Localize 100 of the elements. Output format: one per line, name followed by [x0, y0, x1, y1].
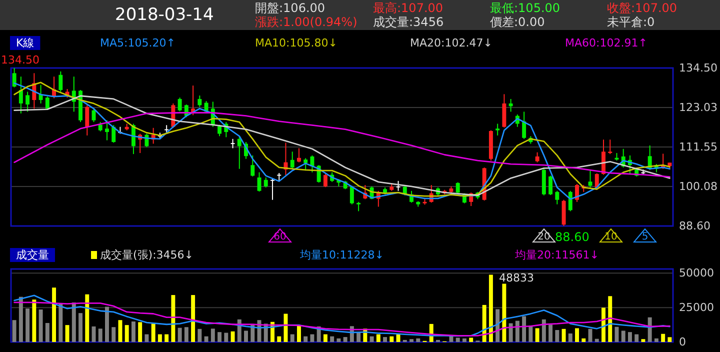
candlestick: [98, 122, 102, 132]
line-series: [14, 302, 670, 336]
bar: [230, 331, 235, 342]
bar: [515, 320, 520, 342]
candlestick: [575, 184, 579, 202]
text: 最高:107.00: [373, 1, 444, 15]
bar: [508, 323, 513, 342]
text: 未平倉:0: [607, 15, 655, 29]
bar: [224, 332, 228, 342]
bar: [456, 338, 460, 342]
bar: [628, 332, 632, 342]
bar: [648, 317, 652, 342]
candlestick: [350, 185, 354, 205]
bar: [396, 334, 400, 342]
bar: [284, 314, 288, 342]
bar: [18, 296, 23, 342]
bar: [469, 338, 474, 342]
bar: [376, 334, 380, 342]
bar: [124, 325, 129, 342]
candlestick: [502, 94, 506, 128]
bar: [52, 288, 56, 342]
bar: [330, 336, 334, 342]
bar: [488, 274, 493, 342]
bar: [191, 295, 196, 342]
bar: [482, 304, 486, 342]
bar: [370, 336, 374, 342]
bar: [602, 308, 606, 342]
candlestick: [264, 176, 268, 188]
bar: [26, 308, 30, 342]
candlestick: [237, 136, 242, 170]
bar: [72, 302, 76, 342]
bar: [535, 328, 540, 342]
text: 10: [604, 232, 618, 242]
candlestick: [304, 158, 308, 172]
bar: [158, 334, 162, 342]
bar: [343, 337, 348, 342]
candlestick: [508, 98, 513, 112]
candlestick: [290, 151, 294, 170]
legend-label: 成交量(張):3456↓: [100, 248, 194, 262]
bar: [614, 326, 619, 342]
bar: [45, 322, 50, 342]
candlestick: [85, 104, 90, 136]
candlestick: [296, 148, 301, 163]
text: 漲跌:1.00(0.94%): [255, 15, 358, 29]
candlestick: [496, 123, 500, 136]
y-tick-label: 134.50: [679, 62, 718, 74]
text: MA20:102.47↓: [410, 36, 492, 50]
candlestick: [323, 174, 328, 188]
bar: [38, 309, 43, 342]
bar: [310, 334, 314, 342]
text: 價差:0.00: [490, 15, 545, 29]
candlestick: [555, 190, 560, 205]
text: 134.50: [1, 54, 40, 66]
annotation: 48833: [499, 272, 534, 284]
candlestick: [608, 139, 612, 155]
candlestick: [26, 91, 30, 112]
bar: [608, 296, 612, 342]
text: 收盤:107.00: [607, 1, 678, 15]
bar: [78, 313, 82, 342]
bar: [548, 324, 553, 342]
bar: [178, 328, 182, 342]
bar: [562, 328, 566, 342]
candlestick: [112, 124, 116, 144]
y-tick-label: 111.55: [679, 140, 718, 154]
bar: [58, 304, 63, 342]
bar: [12, 320, 16, 342]
line-series: [14, 294, 670, 337]
bar: [522, 316, 526, 342]
text: 均量10:11228↓: [299, 248, 384, 262]
bar: [575, 328, 579, 342]
candlestick: [548, 175, 553, 196]
bar: [390, 336, 394, 342]
text: 88.60: [555, 230, 590, 244]
candlestick: [178, 97, 182, 112]
bar: [502, 284, 506, 342]
bar: [204, 336, 208, 342]
bar: [144, 334, 149, 342]
bar: [668, 337, 672, 342]
bar: [85, 294, 90, 342]
bar: [654, 338, 658, 342]
bar: [296, 325, 301, 342]
bar: [661, 334, 666, 342]
bar: [290, 334, 294, 342]
bar: [112, 327, 116, 342]
candlestick: [12, 68, 16, 88]
bar: [244, 330, 248, 342]
bar: [582, 338, 586, 342]
candlestick: [270, 178, 274, 200]
bar: [383, 337, 388, 342]
bar: [105, 306, 109, 342]
candlestick: [198, 95, 202, 108]
candlestick: [230, 138, 235, 149]
bar: [323, 334, 328, 342]
bar: [198, 328, 202, 342]
bar: [171, 295, 176, 342]
text: MA5:105.20↑: [100, 36, 176, 50]
bar: [542, 319, 546, 342]
candlestick: [456, 182, 460, 194]
bar: [65, 325, 70, 342]
bar: [131, 321, 136, 342]
